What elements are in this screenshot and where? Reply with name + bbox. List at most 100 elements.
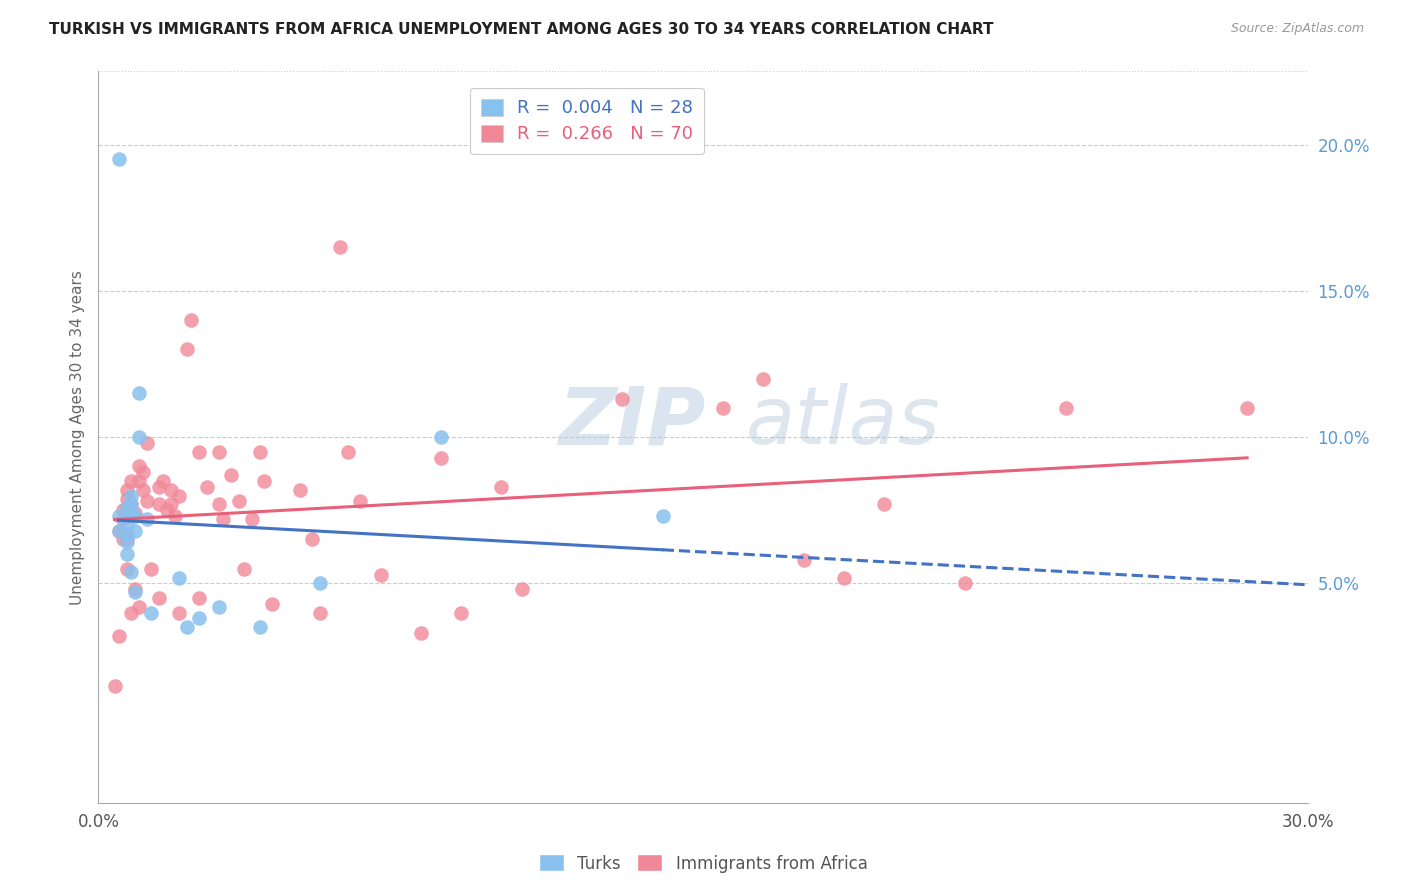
Point	[115, 562, 138, 576]
Point	[188, 444, 211, 458]
Point	[115, 483, 138, 497]
Text: Source: ZipAtlas.com: Source: ZipAtlas.com	[1230, 22, 1364, 36]
Point	[156, 503, 179, 517]
Point	[120, 565, 142, 579]
Point	[711, 401, 734, 415]
Point	[107, 524, 129, 538]
Point	[107, 524, 129, 538]
Point	[409, 626, 432, 640]
Point	[124, 509, 146, 524]
Point	[128, 386, 150, 401]
Point	[152, 474, 174, 488]
Point	[612, 392, 634, 406]
Point	[1054, 401, 1077, 415]
Point	[301, 533, 323, 547]
Point	[115, 526, 138, 541]
Point	[148, 480, 170, 494]
Point	[148, 497, 170, 511]
Point	[120, 497, 142, 511]
Point	[288, 483, 311, 497]
Text: atlas: atlas	[745, 384, 941, 461]
Point	[139, 562, 162, 576]
Point	[167, 570, 190, 584]
Point	[309, 606, 332, 620]
Point	[160, 483, 183, 497]
Point	[128, 474, 150, 488]
Point	[135, 436, 157, 450]
Point	[132, 483, 155, 497]
Point	[128, 599, 150, 614]
Point	[240, 512, 263, 526]
Point	[370, 567, 392, 582]
Point	[135, 494, 157, 508]
Point	[115, 535, 138, 549]
Point	[120, 497, 142, 511]
Point	[107, 629, 129, 643]
Point	[221, 468, 243, 483]
Point	[103, 679, 125, 693]
Point	[232, 562, 254, 576]
Point	[135, 512, 157, 526]
Point	[793, 553, 815, 567]
Point	[208, 497, 231, 511]
Legend: Turks, Immigrants from Africa: Turks, Immigrants from Africa	[531, 847, 875, 880]
Y-axis label: Unemployment Among Ages 30 to 34 years: Unemployment Among Ages 30 to 34 years	[69, 269, 84, 605]
Point	[115, 517, 138, 532]
Point	[115, 547, 138, 561]
Point	[195, 480, 218, 494]
Point	[873, 497, 896, 511]
Point	[188, 591, 211, 605]
Point	[124, 524, 146, 538]
Point	[115, 491, 138, 506]
Point	[752, 371, 775, 385]
Point	[124, 582, 146, 597]
Point	[148, 591, 170, 605]
Point	[430, 450, 453, 465]
Point	[115, 509, 138, 524]
Point	[1236, 401, 1258, 415]
Point	[430, 430, 453, 444]
Point	[120, 506, 142, 520]
Point	[115, 533, 138, 547]
Point	[329, 240, 352, 254]
Point	[253, 474, 276, 488]
Point	[107, 152, 129, 166]
Point	[249, 620, 271, 634]
Point	[111, 533, 134, 547]
Point	[208, 444, 231, 458]
Point	[120, 606, 142, 620]
Point	[337, 444, 360, 458]
Point	[128, 459, 150, 474]
Point	[124, 506, 146, 520]
Point	[832, 570, 855, 584]
Point	[124, 585, 146, 599]
Point	[208, 599, 231, 614]
Point	[167, 489, 190, 503]
Point	[115, 509, 138, 524]
Point	[228, 494, 250, 508]
Point	[111, 503, 134, 517]
Point	[111, 512, 134, 526]
Point	[953, 576, 976, 591]
Point	[128, 430, 150, 444]
Point	[491, 480, 513, 494]
Point	[249, 444, 271, 458]
Point	[212, 512, 235, 526]
Point	[651, 509, 673, 524]
Point	[120, 489, 142, 503]
Point	[309, 576, 332, 591]
Point	[176, 620, 198, 634]
Point	[510, 582, 533, 597]
Point	[107, 509, 129, 524]
Point	[132, 465, 155, 479]
Legend: R =  0.004   N = 28, R =  0.266   N = 70: R = 0.004 N = 28, R = 0.266 N = 70	[470, 87, 704, 154]
Point	[180, 313, 202, 327]
Point	[115, 500, 138, 515]
Point	[450, 606, 472, 620]
Point	[139, 606, 162, 620]
Text: TURKISH VS IMMIGRANTS FROM AFRICA UNEMPLOYMENT AMONG AGES 30 TO 34 YEARS CORRELA: TURKISH VS IMMIGRANTS FROM AFRICA UNEMPL…	[49, 22, 994, 37]
Text: ZIP: ZIP	[558, 384, 706, 461]
Point	[120, 474, 142, 488]
Point	[349, 494, 371, 508]
Point	[260, 597, 283, 611]
